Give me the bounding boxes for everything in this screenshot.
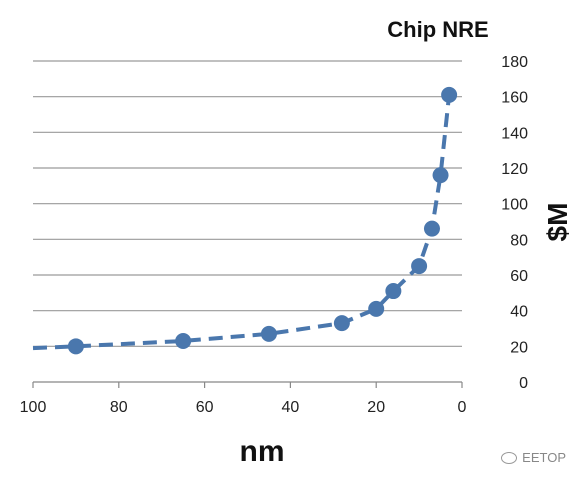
x-tick-label: 60 (196, 399, 214, 416)
y-tick-label: 40 (510, 304, 528, 321)
y-tick-label: 60 (510, 268, 528, 285)
data-point (333, 315, 350, 332)
y-tick-label: 120 (501, 161, 528, 178)
y-tick-label: 20 (510, 339, 528, 356)
x-tick-label: 20 (367, 399, 385, 416)
data-point (175, 332, 192, 349)
watermark: EETOP (501, 450, 566, 465)
y-tick-label: 140 (501, 125, 528, 142)
data-point (411, 258, 428, 275)
x-axis-title: nm (240, 435, 285, 468)
y-axis-title: $M (542, 203, 573, 242)
x-tick-label: 0 (458, 399, 467, 416)
y-tick-label: 160 (501, 90, 528, 107)
x-tick-label: 40 (282, 399, 300, 416)
data-point (260, 325, 277, 342)
data-point (385, 283, 402, 300)
x-tick-label: 80 (110, 399, 128, 416)
y-tick-label: 180 (501, 54, 528, 71)
y-tick-label: 80 (510, 232, 528, 249)
series-line (32, 94, 452, 351)
x-tick-label: 100 (20, 399, 47, 416)
y-tick-label: 0 (519, 375, 528, 392)
data-point (368, 300, 385, 317)
wechat-icon (501, 451, 518, 464)
gridlines (33, 60, 462, 347)
chart-title: Chip NRE (387, 17, 488, 42)
data-points (67, 86, 458, 355)
data-point (423, 220, 440, 237)
data-point (432, 167, 449, 184)
data-point (441, 86, 458, 103)
y-axis: 0 20 40 60 80 100 120 140 160 180 (501, 54, 528, 392)
watermark-text: EETOP (522, 450, 566, 465)
y-tick-label: 100 (501, 197, 528, 214)
x-axis: 100 80 60 40 20 0 (20, 382, 467, 416)
data-point (67, 338, 84, 355)
